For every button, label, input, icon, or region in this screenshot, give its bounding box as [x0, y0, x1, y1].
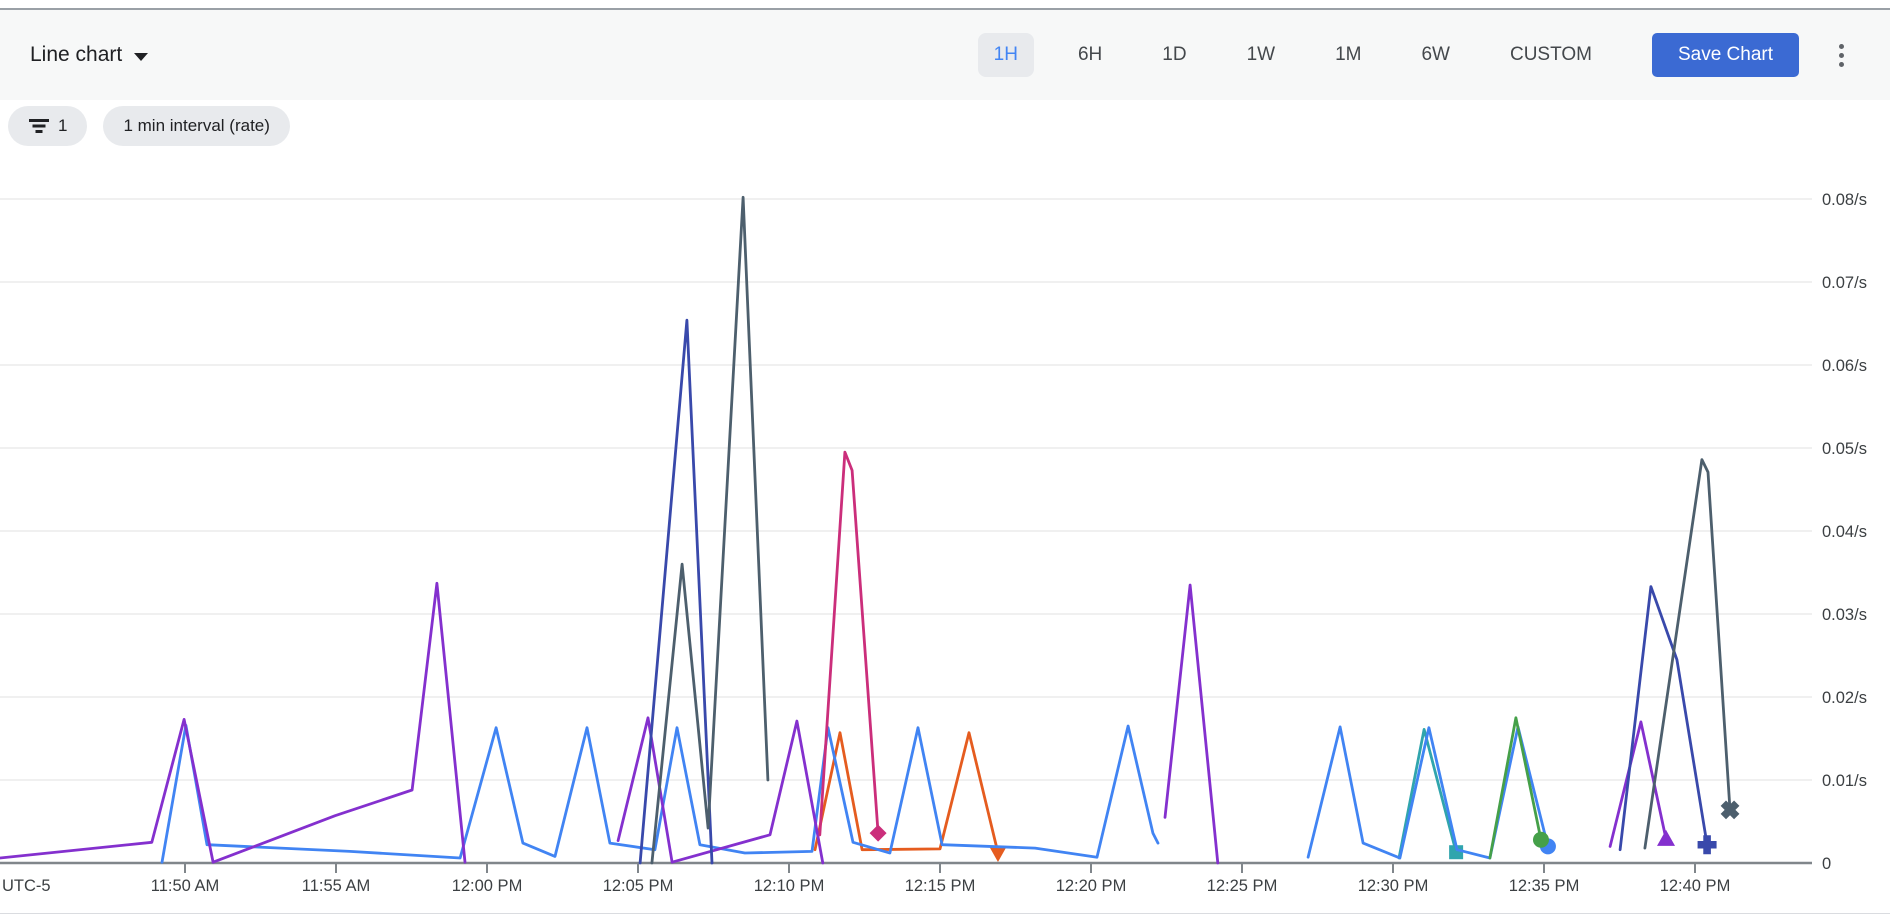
filter-count: 1: [58, 116, 68, 135]
filter-chip-row: 1 1 min interval (rate): [8, 106, 290, 146]
filter-count-chip[interactable]: 1: [8, 106, 88, 146]
series-navy-end-marker: [1697, 835, 1717, 855]
x-tick-label: 12:20 PM: [1056, 877, 1127, 895]
series-pink-end-marker: [869, 824, 887, 842]
y-tick-label: 0.02/s: [1822, 689, 1867, 707]
x-tick-label: 12:30 PM: [1358, 877, 1429, 895]
x-tick-label: 12:05 PM: [603, 877, 674, 895]
time-range-custom[interactable]: CUSTOM: [1494, 33, 1608, 77]
time-range-1d[interactable]: 1D: [1146, 33, 1202, 77]
more-options-icon[interactable]: [1833, 38, 1850, 73]
series-teal-end-marker: [1449, 845, 1464, 860]
bottom-divider: [0, 913, 1890, 914]
time-range-1w[interactable]: 1W: [1231, 33, 1292, 77]
time-range-1m[interactable]: 1M: [1319, 33, 1377, 77]
y-tick-label: 0: [1822, 855, 1831, 873]
y-tick-label: 0.03/s: [1822, 606, 1867, 624]
series-teal-line: [1397, 728, 1458, 860]
time-range-6w[interactable]: 6W: [1405, 33, 1466, 77]
y-tick-label: 0.04/s: [1822, 523, 1867, 541]
series-purple-line: [616, 716, 825, 865]
y-tick-label: 0.05/s: [1822, 440, 1867, 458]
x-tick-label: 11:55 AM: [302, 877, 371, 895]
series-blue-line: [1306, 725, 1550, 860]
x-tick-label: 12:00 PM: [452, 877, 523, 895]
top-divider: [0, 8, 1890, 10]
x-tick-label: 12:40 PM: [1660, 877, 1731, 895]
series-slate-line: [1643, 458, 1732, 850]
series-orange-end-marker: [988, 846, 1007, 863]
series-purple-line: [0, 581, 467, 864]
chart-type-dropdown[interactable]: Line chart: [30, 43, 149, 67]
series-navy-line: [1618, 585, 1709, 852]
series-slate-line: [650, 195, 770, 865]
series-purple-line: [1163, 583, 1220, 865]
time-range-group: 1H 6H 1D 1W 1M 6W CUSTOM: [977, 33, 1608, 77]
chevron-down-icon: [134, 52, 149, 61]
y-tick-label: 0.07/s: [1822, 274, 1867, 292]
series-green-line: [1488, 716, 1543, 860]
series-pink-line: [818, 450, 880, 837]
filter-icon: [29, 119, 49, 133]
series-blue-line: [160, 723, 1160, 864]
x-tick-label: 12:25 PM: [1207, 877, 1278, 895]
series-orange-line: [813, 731, 1000, 855]
series-navy-line: [638, 318, 714, 865]
x-tick-label: 12:35 PM: [1509, 877, 1580, 895]
time-range-1h[interactable]: 1H: [977, 33, 1034, 77]
timezone-label: UTC-5: [2, 877, 51, 895]
series-slate-end-marker: [1720, 800, 1740, 820]
series-purple-end-marker: [1657, 829, 1676, 846]
y-tick-label: 0.06/s: [1822, 357, 1867, 375]
series-purple-line: [1608, 720, 1668, 848]
chart-type-label: Line chart: [30, 43, 123, 66]
chart-header: Line chart 1H 6H 1D 1W 1M 6W CUSTOM Save Chart: [0, 10, 1890, 100]
y-tick-label: 0.08/s: [1822, 191, 1867, 209]
save-chart-button[interactable]: Save Chart: [1651, 33, 1799, 77]
x-tick-label: 12:10 PM: [754, 877, 825, 895]
series-green-end-marker: [1532, 831, 1549, 848]
interval-chip-label: 1 min interval (rate): [123, 116, 270, 135]
x-tick-label: 11:50 AM: [151, 877, 220, 895]
interval-chip[interactable]: 1 min interval (rate): [103, 106, 290, 146]
x-tick-label: 12:15 PM: [905, 877, 976, 895]
y-tick-label: 0.01/s: [1822, 772, 1867, 790]
time-range-6h[interactable]: 6H: [1062, 33, 1118, 77]
